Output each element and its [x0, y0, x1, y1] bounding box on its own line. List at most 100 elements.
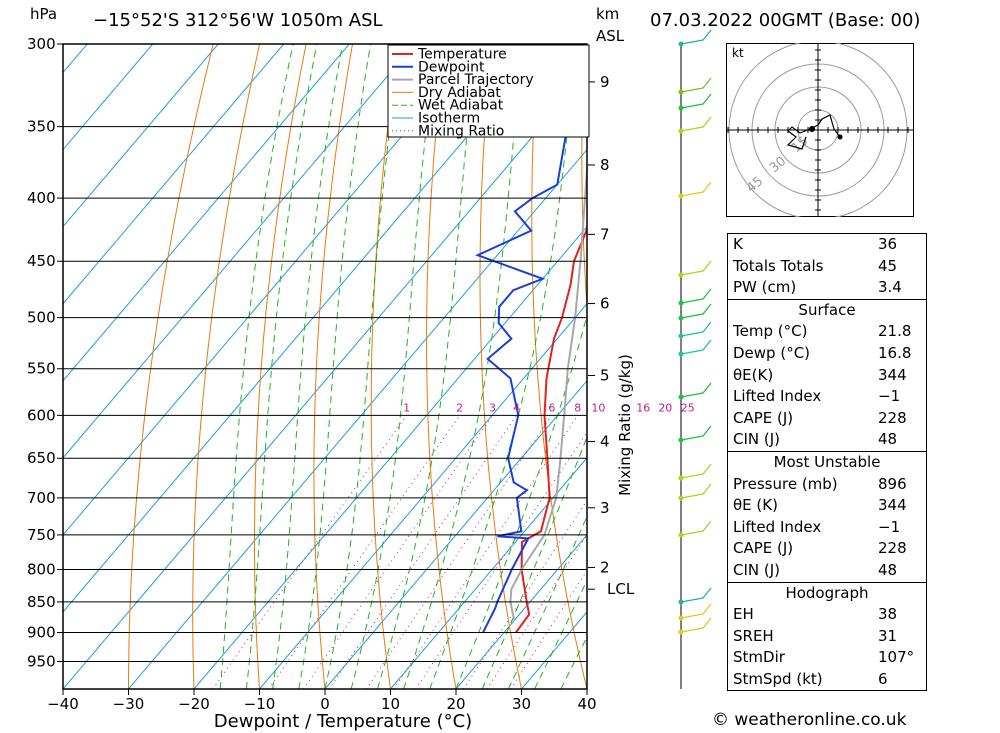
x-tick-label: 0: [320, 695, 330, 713]
mixing-ratio-line: [328, 415, 518, 689]
x-tick-label: −30: [113, 695, 145, 713]
isotherm-line: [63, 44, 547, 613]
pressure-tick-label: 950: [27, 653, 56, 671]
dewpoint-line: [474, 44, 587, 634]
mixing-ratio-line: [393, 415, 579, 689]
mixing-ratio-line: [268, 415, 461, 689]
stats-value: 16.8: [878, 343, 912, 362]
wind-barb: [680, 603, 712, 619]
x-tick-label: −40: [47, 695, 79, 713]
dry-adiabat-line: [254, 44, 307, 689]
mixing-ratio-axis-title: Mixing Ratio (g/kg): [616, 354, 634, 496]
mixing-ratio-label: 8: [574, 401, 581, 414]
stats-value: 228: [878, 408, 907, 427]
mixing-ratio-line: [510, 569, 587, 689]
isotherm-line: [63, 44, 416, 459]
wet-adiabat-line: [350, 44, 438, 689]
x-tick-label: 20: [446, 695, 465, 713]
mixing-ratio-label: 4: [513, 401, 520, 414]
datetime-title: 07.03.2022 00GMT (Base: 00): [650, 10, 921, 31]
stats-label: StmDir: [733, 648, 785, 667]
wind-barb: [680, 303, 712, 319]
stats-value: 48: [878, 430, 898, 449]
x-tick-label: −10: [244, 695, 276, 713]
stats-section-heading: Most Unstable: [727, 450, 927, 474]
stats-row: StmDir 107°: [728, 647, 927, 669]
stats-section-heading: Hodograph: [727, 581, 927, 605]
isotherm-line: [455, 534, 587, 689]
stats-row: θE(K) 344: [728, 365, 927, 387]
mixing-ratio-label: 16: [636, 401, 650, 414]
legend-entry-label: Dewpoint: [418, 59, 485, 75]
dry-adiabat-line: [956, 44, 1000, 689]
x-axis-title: Dewpoint / Temperature (°C): [214, 711, 472, 732]
pressure-tick-label: 300: [27, 35, 56, 53]
stats-row: StmSpd (kt) 6: [728, 669, 927, 691]
km-tick-label: 4: [600, 432, 610, 450]
mixing-ratio-label: 25: [681, 401, 695, 414]
height-unit-asl: ASL: [596, 27, 625, 45]
wind-barb: [680, 339, 712, 355]
stats-section-title: Most Unstable: [727, 450, 927, 474]
isotherm-line: [390, 457, 587, 689]
legend-entry-label: Isotherm: [418, 111, 480, 127]
legend-entry-label: Mixing Ratio: [418, 123, 504, 139]
wet-adiabat-line: [219, 44, 294, 689]
pressure-unit-label: hPa: [30, 5, 58, 23]
mixing-ratio-label: 20: [658, 401, 672, 414]
km-tick-label: 9: [600, 73, 610, 91]
pressure-tick-label: 750: [27, 526, 56, 544]
hodograph-unit-label: kt: [732, 46, 744, 60]
stats-label: Pressure (mb): [733, 474, 838, 493]
mixing-ratio-label: 10: [591, 401, 605, 414]
stats-label: CIN (J): [733, 430, 781, 449]
stats-row: Lifted Index −1: [728, 386, 927, 408]
wind-barb: [680, 181, 712, 197]
legend-box: [387, 44, 590, 138]
stats-value: 344: [878, 496, 907, 515]
isotherm-line: [63, 44, 350, 382]
isotherm-line: [0, 44, 22, 689]
wind-barb: [680, 29, 712, 45]
stats-label: Temp (°C): [733, 322, 808, 341]
wind-barb: [680, 116, 712, 132]
wind-barb: [680, 425, 712, 441]
isotherm-line: [63, 71, 587, 689]
km-tick-label: 5: [600, 366, 610, 384]
wet-adiabat-line: [507, 515, 587, 689]
mixing-ratio-label: 6: [548, 401, 555, 414]
mixing-ratio-line: [212, 415, 408, 689]
stats-label: PW (cm): [733, 278, 797, 297]
dry-adiabat-line: [370, 44, 400, 689]
wet-adiabat-line: [298, 44, 372, 689]
km-tick-label: 2: [600, 558, 610, 576]
wind-barb: [680, 463, 712, 479]
stats-section-title: Surface: [727, 298, 927, 322]
mixing-ratio-label: 3: [489, 401, 496, 414]
stats-label: K: [733, 235, 743, 253]
stats-label: Totals Totals: [733, 256, 824, 275]
pressure-tick-label: 350: [27, 118, 56, 136]
stats-label: SREH: [733, 626, 774, 645]
km-tick-label: 8: [600, 156, 610, 174]
stats-row: CAPE (J) 228: [728, 538, 927, 560]
stats-value: 228: [878, 539, 907, 558]
stats-label: EH: [733, 605, 754, 624]
stats-label: Dewp (°C): [733, 343, 811, 362]
pressure-tick-label: 850: [27, 593, 56, 611]
plot-frame: [62, 43, 588, 690]
x-tick-label: 30: [512, 695, 531, 713]
stats-value: 896: [878, 474, 907, 493]
stats-value: 38: [878, 605, 898, 624]
wet-adiabat-line: [481, 435, 587, 689]
parcel-trajectory-line: [509, 156, 587, 621]
dry-adiabat-line: [426, 44, 457, 689]
stats-row: CIN (J) 48: [728, 429, 927, 451]
dry-adiabat-line: [192, 44, 261, 689]
stats-label: θE(K): [733, 365, 774, 384]
legend-entry-label: Temperature: [417, 47, 507, 63]
wind-barb: [680, 617, 712, 633]
mixing-ratio-label: 1: [403, 401, 410, 414]
